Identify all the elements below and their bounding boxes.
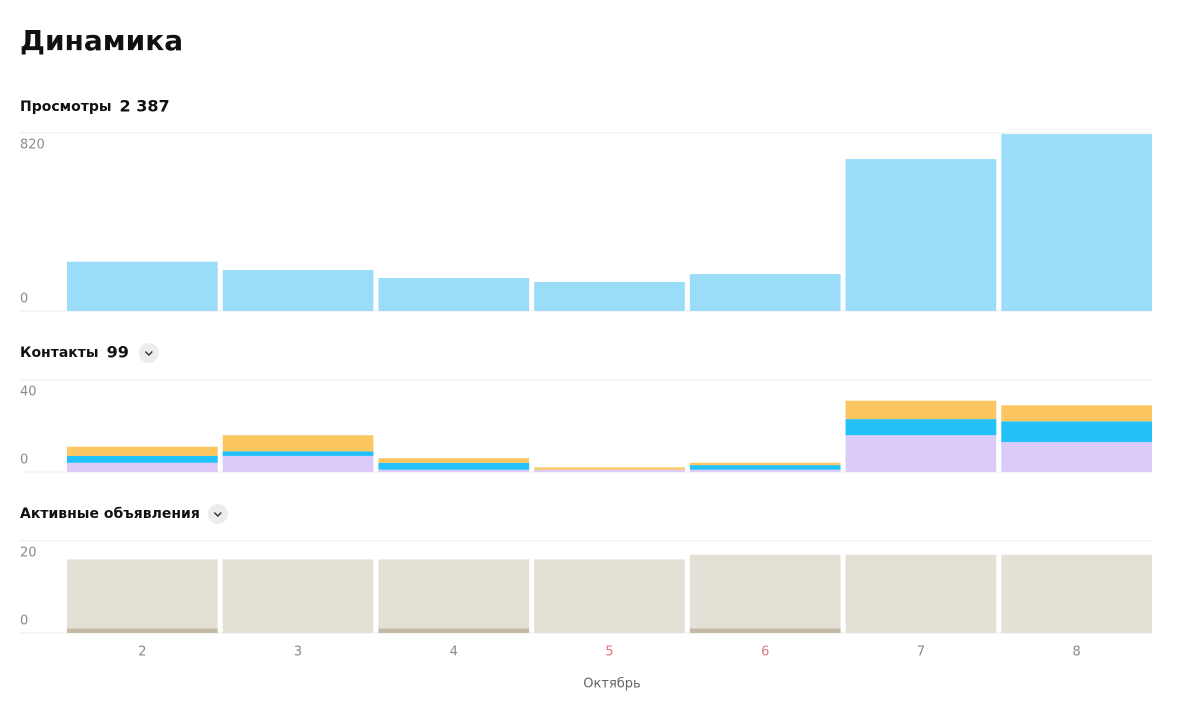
x-tick-label: 3: [294, 645, 302, 660]
section-total: 99: [107, 343, 129, 362]
bar-segment: [378, 469, 530, 472]
bar-segment: [1001, 442, 1152, 472]
x-axis-label: Октябрь: [583, 677, 640, 692]
bar: [534, 281, 685, 311]
y-tick-label: 40: [20, 385, 37, 400]
bar: [1001, 134, 1152, 311]
bar-segment: [67, 462, 218, 472]
bar: [222, 269, 374, 311]
bar: [845, 159, 997, 311]
bar-segment: [689, 462, 841, 466]
bar-segment: [534, 469, 685, 472]
bar-segment: [845, 554, 997, 633]
bar-segment: [689, 469, 841, 472]
bar-segment: [534, 467, 685, 470]
x-tick-label: 5: [605, 645, 613, 660]
expand-button[interactable]: [207, 504, 228, 524]
bar-segment: [689, 554, 841, 629]
button-bg: [138, 343, 159, 363]
section-title: Активные объявления: [20, 506, 200, 522]
section-total: 2 387: [120, 97, 170, 116]
x-tick-label: 2: [138, 645, 146, 660]
bar-segment: [67, 559, 218, 629]
page-title: Динамика: [20, 24, 183, 57]
x-tick-label: 8: [1073, 645, 1081, 660]
bar-segment: [378, 458, 530, 463]
x-tick-label: 6: [761, 645, 769, 660]
expand-button[interactable]: [138, 343, 159, 363]
bar-segment: [845, 419, 997, 436]
x-tick-label: 4: [450, 645, 458, 660]
bar-segment: [222, 435, 374, 452]
y-tick-label: 0: [20, 292, 28, 307]
bar: [689, 274, 841, 311]
bar: [378, 278, 530, 311]
bar-segment: [67, 455, 218, 463]
bar-segment: [378, 462, 530, 470]
bar-segment: [534, 559, 685, 633]
section-title: Просмотры: [20, 99, 112, 115]
button-bg: [207, 504, 228, 524]
bar-segment: [378, 628, 530, 633]
bar-segment: [845, 400, 997, 420]
bar-segment: [845, 435, 997, 472]
y-tick-label: 0: [20, 453, 28, 468]
y-tick-label: 20: [20, 546, 37, 561]
chevron-icon: [144, 351, 153, 356]
bar-segment: [222, 559, 374, 633]
chevron-icon: [213, 512, 222, 517]
bar-segment: [222, 451, 374, 456]
bar: [67, 261, 218, 311]
bar-segment: [378, 559, 530, 629]
bar-segment: [67, 628, 218, 633]
section-title: Контакты: [20, 345, 99, 361]
bar-segment: [1001, 554, 1152, 633]
bar-segment: [689, 465, 841, 470]
bar-segment: [1001, 405, 1152, 422]
bar-segment: [1001, 421, 1152, 443]
y-tick-label: 0: [20, 614, 28, 629]
bar-segment: [689, 628, 841, 633]
y-tick-label: 820: [20, 138, 45, 153]
bar-segment: [222, 455, 374, 472]
x-tick-label: 7: [917, 645, 925, 660]
bar-segment: [67, 446, 218, 456]
